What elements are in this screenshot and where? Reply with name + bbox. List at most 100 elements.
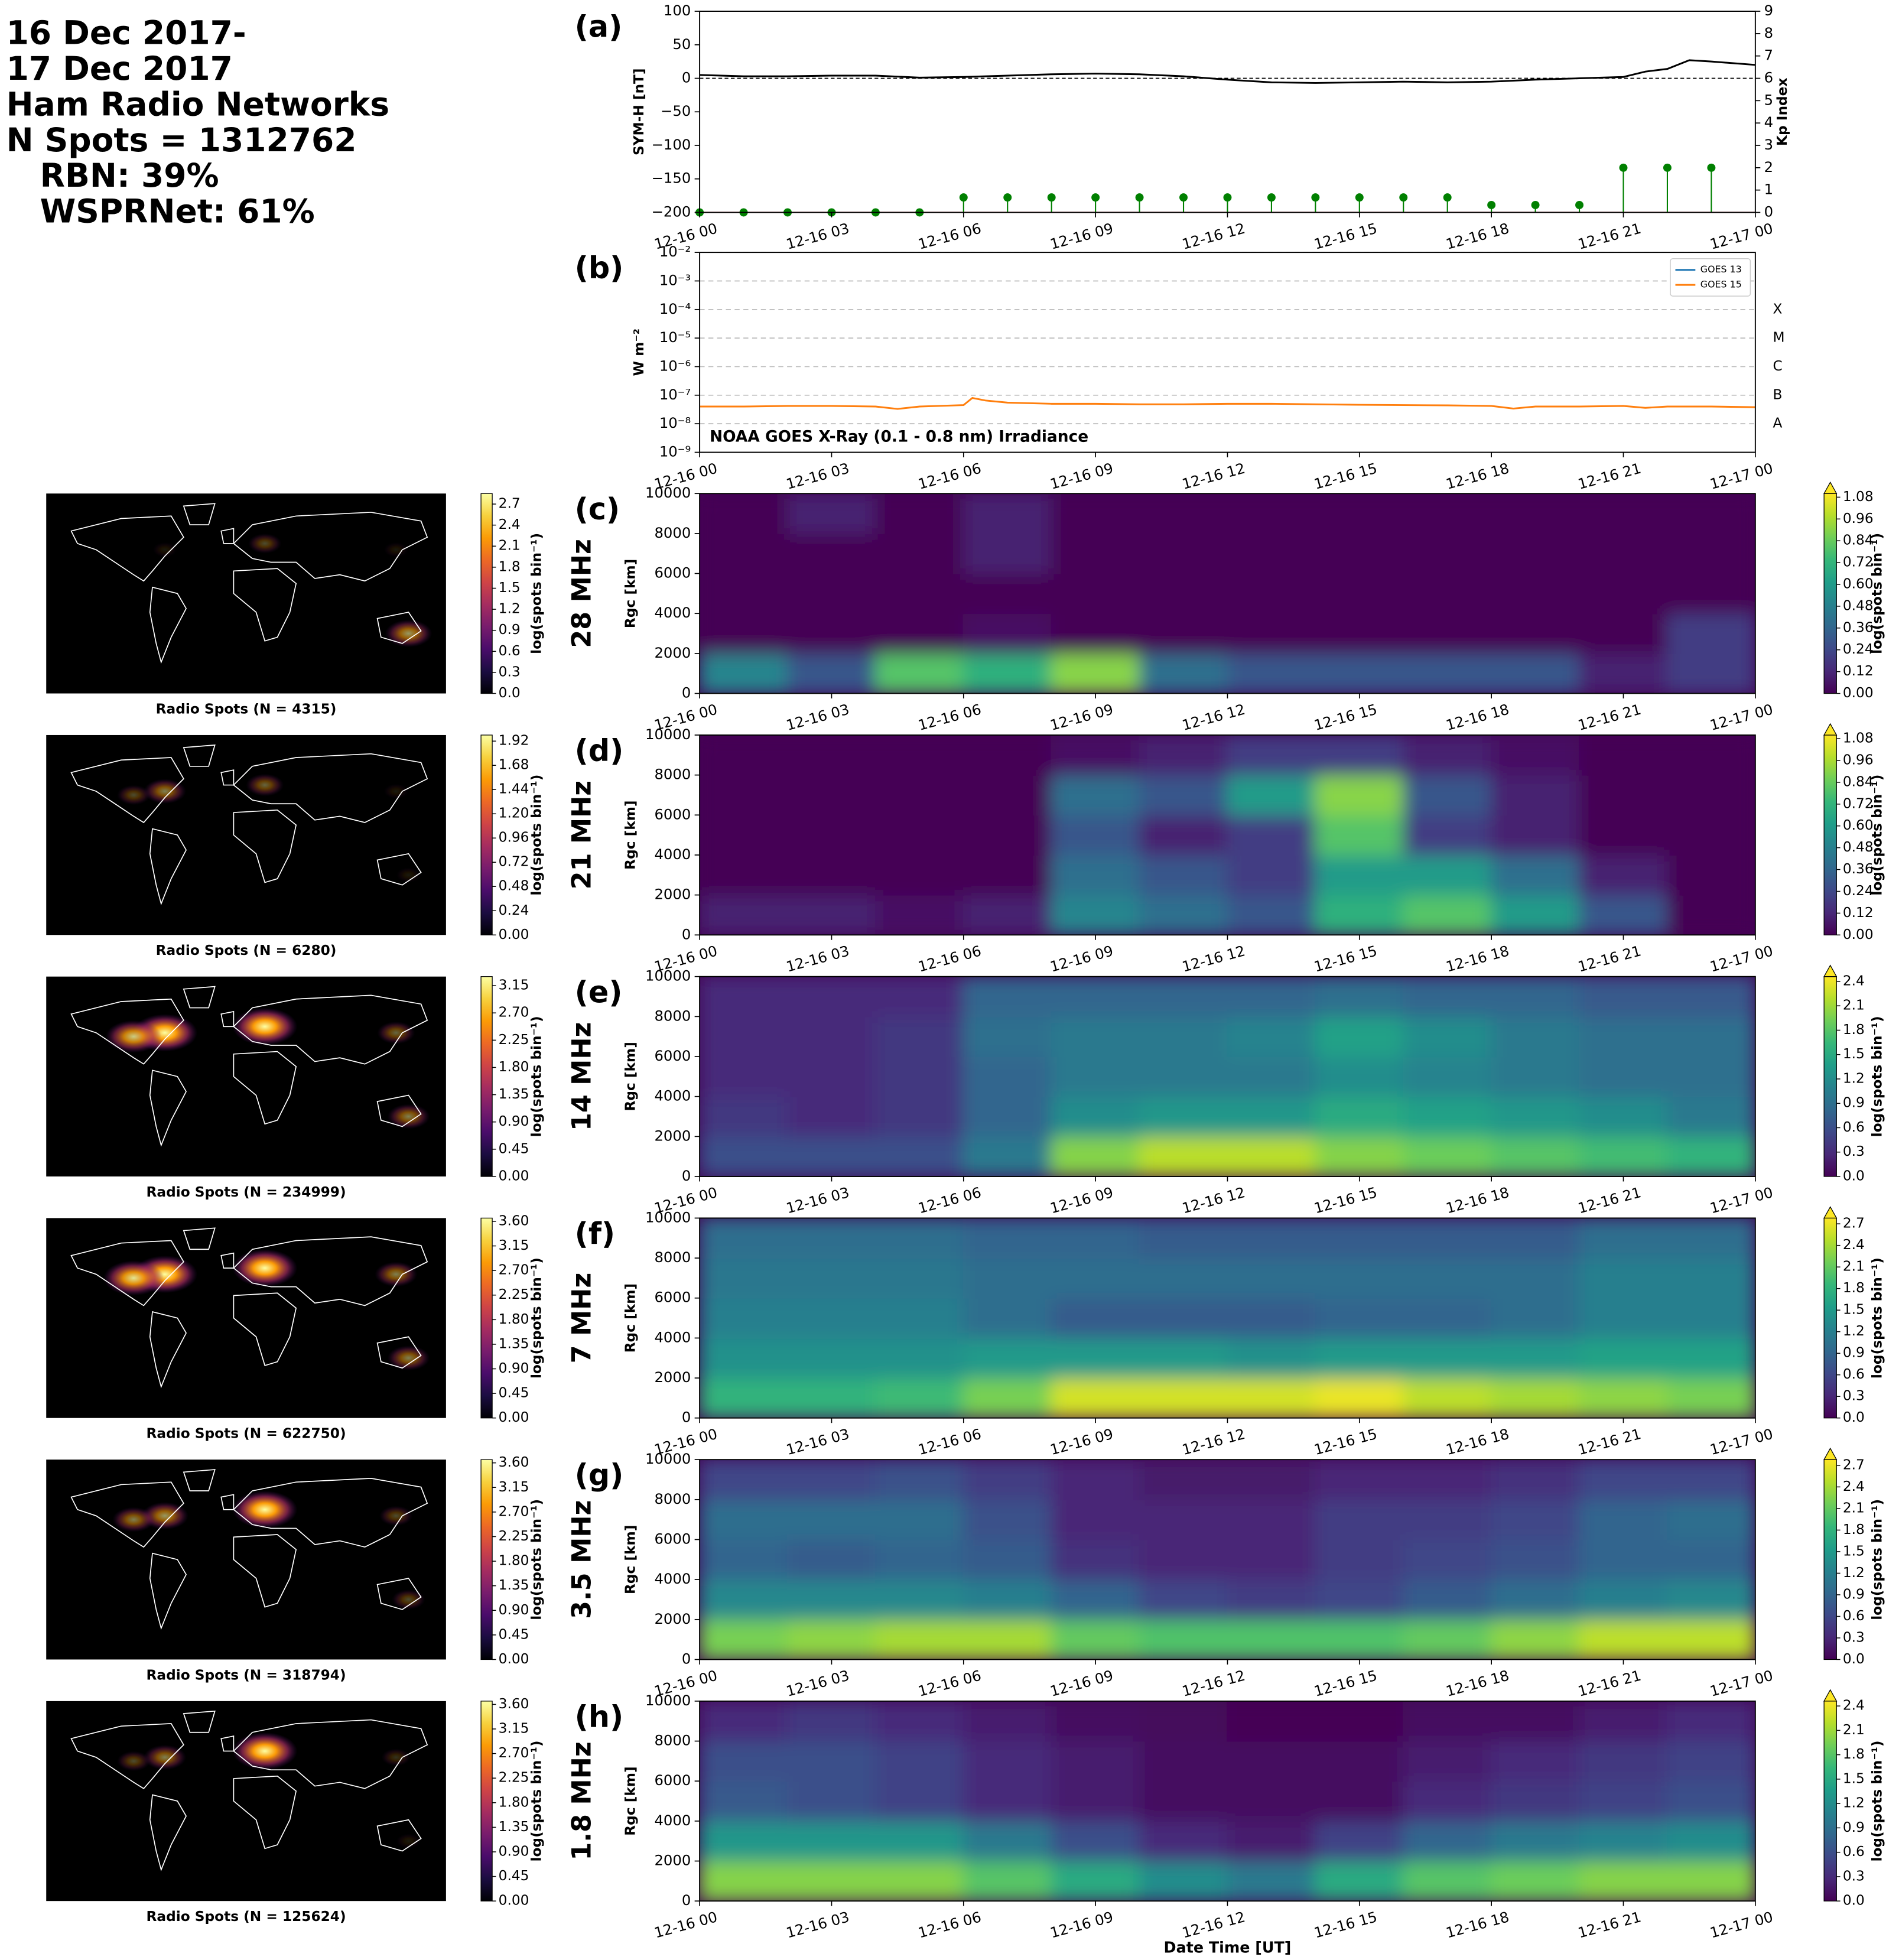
header-line: Ham Radio Networks: [6, 85, 390, 123]
heatmap-cell: [700, 1579, 789, 1620]
heatmap-cell: [1666, 1860, 1755, 1902]
heatmap-cell: [1315, 1780, 1404, 1822]
heatmap-cell: [1227, 573, 1316, 615]
heatmap-cell: [700, 1740, 789, 1782]
heatmap-cell: [874, 532, 964, 574]
heatmap-cell: [1491, 1740, 1581, 1782]
heatmap-cell: [700, 774, 789, 816]
colorbar: [1823, 1217, 1837, 1419]
colorbar: [480, 734, 493, 935]
heatmap-cell: [874, 1499, 964, 1540]
colorbar-tick-label: 2.4: [1843, 1478, 1865, 1494]
heatmap-cell: [1666, 734, 1755, 776]
colorbar-extension: [1823, 964, 1838, 977]
y-tick-label: 10000: [645, 1450, 691, 1467]
heatmap-cell: [1139, 1377, 1228, 1418]
heatmap-cell: [1491, 1780, 1581, 1822]
heatmap-cell: [786, 894, 876, 935]
colorbar-tick-label: 3.15: [499, 1237, 529, 1253]
map-glow: [387, 1104, 430, 1129]
heatmap-cell: [1491, 532, 1581, 574]
heatmap-cell: [1315, 1055, 1404, 1097]
heatmap-cell: [1491, 1701, 1581, 1742]
y-tick-label: 8000: [654, 1007, 691, 1024]
heatmap-cell: [1666, 573, 1755, 615]
heatmap-cell: [1403, 894, 1492, 935]
stem-marker: [1179, 193, 1188, 202]
coastline: [233, 809, 297, 883]
heatmap-cell: [1315, 1460, 1404, 1500]
heatmap-cell: [1139, 1337, 1228, 1379]
map-glow: [396, 1834, 421, 1849]
heatmap-cell: [1315, 1096, 1404, 1137]
heatmap-cell: [1139, 1579, 1228, 1620]
heatmap-cell: [1491, 1136, 1581, 1177]
y-tick-label: 10000: [645, 484, 691, 501]
colorbar: [1823, 493, 1837, 694]
heatmap-cell: [1491, 1257, 1581, 1299]
heatmap-cell: [1315, 1136, 1404, 1177]
coastline: [70, 1481, 184, 1548]
heatmap-cell: [1578, 1780, 1668, 1822]
heatmap-cell: [1227, 1539, 1316, 1581]
colorbar-tick-label: 2.4: [1843, 1698, 1865, 1714]
panel-label: (b): [575, 251, 624, 285]
coastline: [149, 1070, 187, 1147]
heatmap-cell: [1666, 493, 1755, 534]
y-tick-label: 2: [1764, 158, 1773, 175]
colorbar-tick-label: 1.5: [1843, 1543, 1865, 1559]
colorbar-tick-label: 0.24: [499, 902, 529, 918]
colorbar-label: log(spots bin⁻¹): [529, 533, 545, 654]
colorbar-extension: [1823, 1689, 1838, 1702]
heatmap-cell: [1403, 1377, 1492, 1418]
heatmap-cell: [1051, 1618, 1140, 1660]
heatmap-cells: [700, 734, 1755, 935]
heatmap-cell: [1315, 573, 1404, 615]
map-background: [46, 1701, 446, 1902]
stem-marker: [959, 193, 968, 202]
heatmap-cell: [1051, 1297, 1140, 1339]
heatmap-cell: [1315, 1701, 1404, 1742]
colorbar: [1823, 734, 1837, 935]
colorbar-tick-label: 0.90: [499, 1843, 529, 1859]
heatmap-cell: [1227, 1218, 1316, 1259]
heatmap-cell: [1051, 814, 1140, 856]
heatmap-cell: [1403, 1860, 1492, 1902]
map-title: Radio Spots (N = 234999): [146, 1184, 346, 1200]
map-glow: [232, 1007, 298, 1045]
heatmap-cell: [874, 1579, 964, 1620]
heatmap-cell: [874, 613, 964, 654]
heatmap-cell: [786, 1701, 876, 1742]
map-glow: [375, 1262, 418, 1287]
colorbar-tick-label: 3.15: [499, 977, 529, 993]
stem-marker: [1135, 193, 1144, 202]
panel-label: (h): [575, 1699, 624, 1734]
heatmap-cell: [1315, 493, 1404, 534]
colorbar-tick-label: 1.08: [1843, 730, 1874, 746]
heatmap-cell: [962, 1257, 1052, 1299]
stem-marker: [1663, 163, 1672, 172]
colorbar-tick-label: 0.84: [1843, 532, 1874, 548]
heatmap-cell: [874, 1257, 964, 1299]
heatmap-cell: [1051, 1096, 1140, 1137]
heatmap-cell: [1666, 1499, 1755, 1540]
heatmap-cell: [1051, 1539, 1140, 1581]
colorbar-tick-label: 1.08: [1843, 489, 1874, 505]
heatmap-cell: [1227, 613, 1316, 654]
y-tick-label: −50: [661, 102, 691, 119]
heatmap-cell: [1491, 1820, 1581, 1862]
coastline: [183, 986, 216, 1009]
heatmap-cell: [1666, 814, 1755, 856]
heatmap-cell: [1315, 1860, 1404, 1902]
heatmap-cell: [962, 1820, 1052, 1862]
heatmap-cell: [962, 1499, 1052, 1540]
heatmap-cell: [1578, 1579, 1668, 1620]
heatmap-cell: [1315, 1740, 1404, 1782]
heatmap-cell: [1139, 976, 1228, 1018]
coastline: [183, 1710, 216, 1733]
coastline: [220, 1735, 235, 1752]
heatmap-cell: [1578, 573, 1668, 615]
heatmap-cell: [1578, 1740, 1668, 1782]
colorbar-tick-label: 0.6: [1843, 1844, 1865, 1860]
map-background: [46, 1218, 446, 1418]
